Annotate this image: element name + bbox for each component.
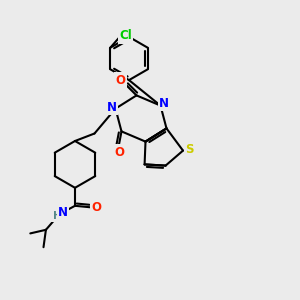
Text: O: O <box>114 146 124 159</box>
Text: O: O <box>116 74 126 87</box>
Text: S: S <box>185 143 194 156</box>
Text: N: N <box>107 100 117 114</box>
Text: N: N <box>58 206 68 220</box>
Text: O: O <box>91 201 101 214</box>
Text: Cl: Cl <box>119 29 132 42</box>
Text: H: H <box>52 211 62 221</box>
Text: N: N <box>159 97 169 110</box>
